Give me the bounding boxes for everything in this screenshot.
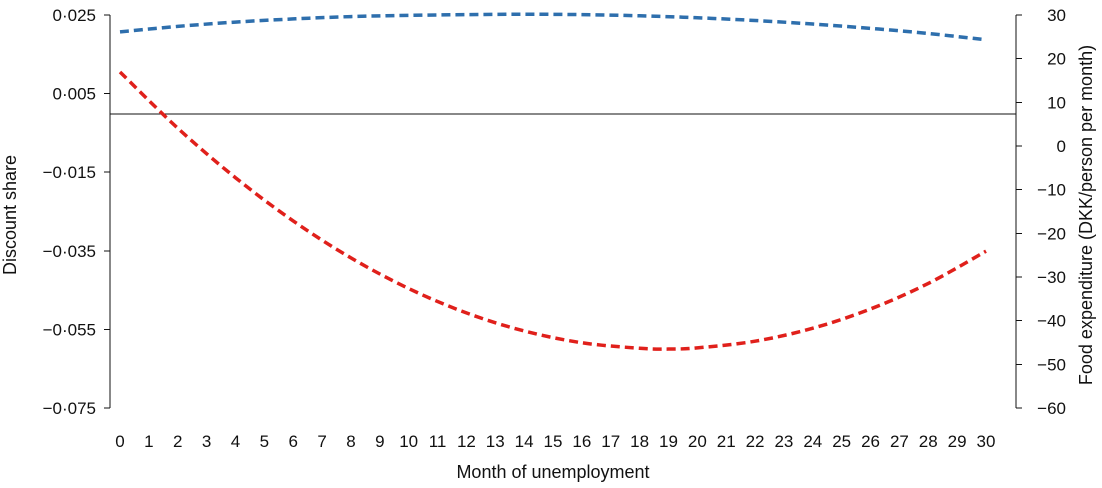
x-tick-label: 17: [601, 432, 620, 451]
x-tick-label: 24: [803, 432, 822, 451]
x-axis-title: Month of unemployment: [456, 462, 649, 482]
x-tick-label: 7: [317, 432, 326, 451]
x-tick-label: 10: [399, 432, 418, 451]
y-right-tick-label: −20: [1037, 224, 1066, 243]
x-tick-label: 18: [630, 432, 649, 451]
x-tick-label: 20: [688, 432, 707, 451]
y-right-tick-label: 30: [1047, 6, 1066, 25]
y-right-tick-label: −60: [1037, 399, 1066, 418]
y-right-tick-label: −30: [1037, 268, 1066, 287]
x-tick-label: 26: [861, 432, 880, 451]
x-tick-label: 2: [173, 432, 182, 451]
x-tick-label: 11: [429, 432, 447, 451]
x-tick-label: 14: [515, 432, 534, 451]
x-tick-label: 1: [144, 432, 153, 451]
y-left-tick-label: −0·015: [43, 163, 96, 182]
x-tick-label: 23: [774, 432, 793, 451]
x-tick-label: 4: [231, 432, 240, 451]
y-left-tick-label: −0·055: [43, 320, 96, 339]
y-axis-left-ticks: 0·025 0·005 −0·015 −0·035 −0·055 −0·075: [43, 6, 110, 418]
axes: [109, 15, 1017, 408]
x-tick-label: 12: [457, 432, 476, 451]
x-tick-label: 29: [948, 432, 967, 451]
x-axis-ticks: 0 1 2 3 4 5 6 7 8 9 10 11 12 13 14 15 16 17 18 19 20 21 22 23 24…: [115, 432, 995, 451]
x-tick-label: 21: [717, 432, 736, 451]
y-left-tick-label: 0·005: [53, 85, 96, 104]
x-tick-label: 15: [544, 432, 563, 451]
x-tick-label: 6: [288, 432, 297, 451]
x-tick-label: 16: [572, 432, 591, 451]
x-tick-label: 25: [832, 432, 851, 451]
y-right-tick-label: −40: [1037, 312, 1066, 331]
y-left-tick-label: −0·075: [43, 399, 96, 418]
y-right-tick-label: 10: [1047, 93, 1066, 112]
y-axis-right-ticks: 30 20 10 0 −10 −20 −30 −40 −50 −60: [1016, 6, 1066, 418]
series-line-1: [119, 12, 987, 42]
y-left-tick-label: −0·035: [43, 242, 96, 261]
x-tick-label: 0: [115, 432, 124, 451]
x-tick-label: 30: [977, 432, 996, 451]
y-left-tick-label: 0·025: [53, 6, 96, 25]
x-tick-label: 5: [260, 432, 269, 451]
series-group: [118, 12, 987, 351]
y-axis-left-title: Discount share: [0, 155, 20, 275]
y-right-tick-label: 20: [1047, 50, 1066, 69]
x-tick-label: 9: [375, 432, 384, 451]
y-right-tick-label: −10: [1037, 181, 1066, 200]
y-axis-right-title: Food expenditure (DKK/person per month): [1076, 45, 1096, 385]
y-right-tick-label: 0: [1057, 137, 1066, 156]
y-right-tick-label: −50: [1037, 355, 1066, 374]
series-line-2: [118, 70, 987, 351]
x-tick-label: 8: [346, 432, 355, 451]
x-tick-label: 27: [890, 432, 909, 451]
x-tick-label: 28: [919, 432, 938, 451]
x-tick-label: 19: [659, 432, 678, 451]
x-tick-label: 22: [746, 432, 765, 451]
x-tick-label: 3: [202, 432, 211, 451]
x-tick-label: 13: [486, 432, 505, 451]
